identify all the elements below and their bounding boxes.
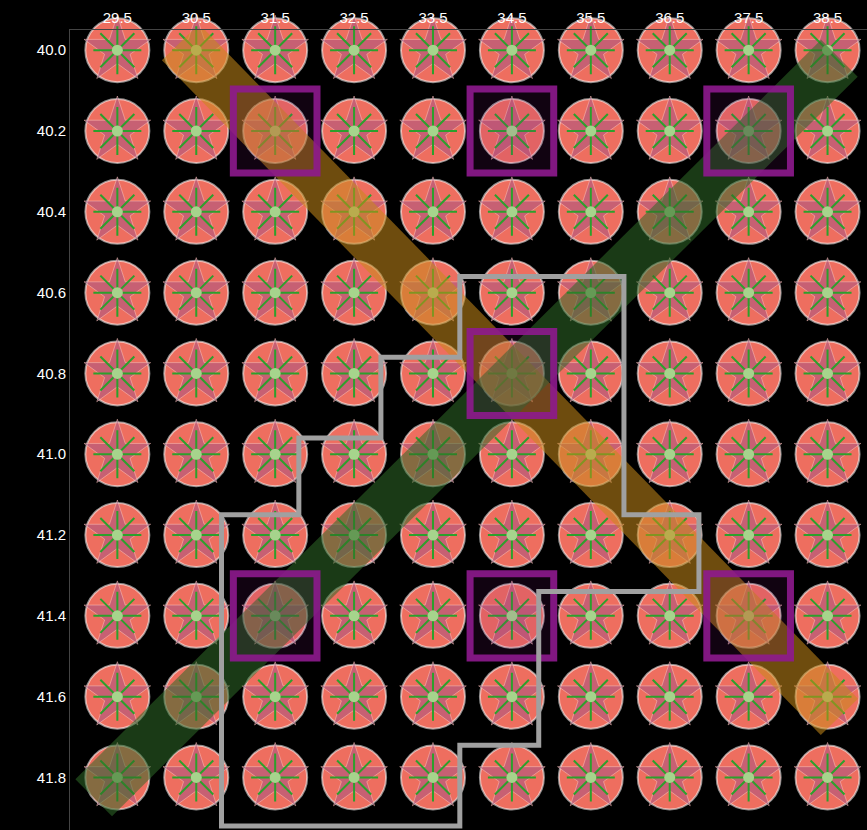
svg-text:41.4: 41.4 [37, 607, 66, 624]
svg-text:32.5: 32.5 [339, 9, 368, 26]
svg-text:33.5: 33.5 [418, 9, 447, 26]
svg-text:40.2: 40.2 [37, 122, 66, 139]
svg-text:38.5: 38.5 [813, 9, 842, 26]
svg-text:36.5: 36.5 [655, 9, 684, 26]
svg-text:41.6: 41.6 [37, 688, 66, 705]
svg-text:29.5: 29.5 [103, 9, 132, 26]
svg-text:34.5: 34.5 [497, 9, 526, 26]
svg-text:31.5: 31.5 [261, 9, 290, 26]
svg-text:37.5: 37.5 [734, 9, 763, 26]
svg-text:41.8: 41.8 [37, 769, 66, 786]
svg-text:40.0: 40.0 [37, 41, 66, 58]
svg-text:40.6: 40.6 [37, 284, 66, 301]
svg-text:40.8: 40.8 [37, 365, 66, 382]
svg-text:41.0: 41.0 [37, 445, 66, 462]
svg-text:35.5: 35.5 [576, 9, 605, 26]
svg-text:40.4: 40.4 [37, 203, 66, 220]
svg-text:30.5: 30.5 [182, 9, 211, 26]
svg-text:41.2: 41.2 [37, 526, 66, 543]
